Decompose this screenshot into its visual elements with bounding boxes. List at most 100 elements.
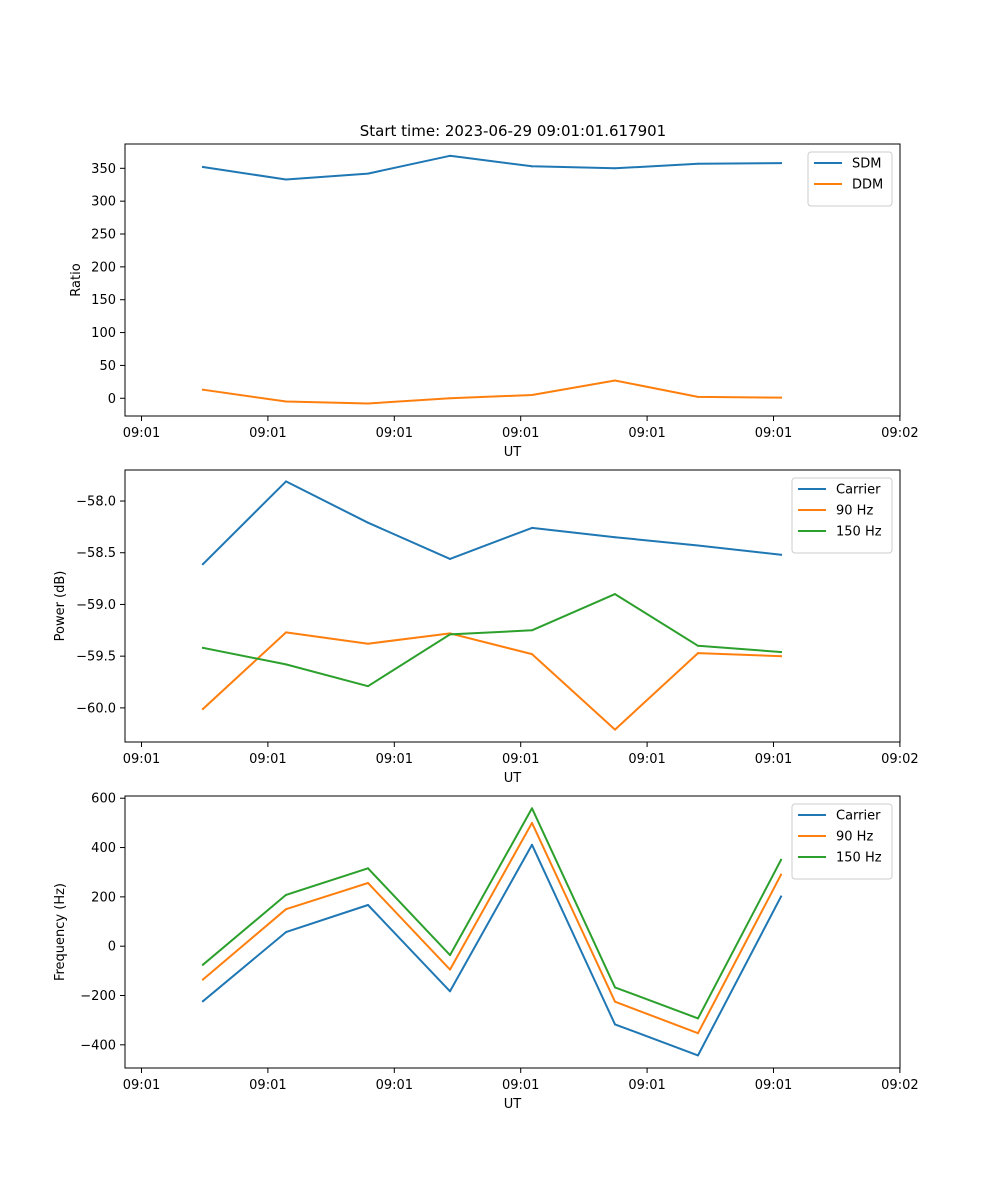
legend: Carrier 90 Hz 150 Hz xyxy=(791,477,893,554)
data-point xyxy=(285,931,287,934)
y-tick-label: −58.5 xyxy=(76,546,116,561)
data-point xyxy=(202,963,204,966)
data-point xyxy=(449,557,451,560)
data-point xyxy=(449,954,451,957)
data-point xyxy=(614,1023,616,1026)
legend-box xyxy=(807,151,893,207)
data-point xyxy=(202,646,204,649)
y-tick-label: 200 xyxy=(91,890,116,905)
data-point xyxy=(780,553,782,556)
x-tick-label: 09:02 xyxy=(881,752,918,767)
legend-box xyxy=(791,477,893,554)
data-point xyxy=(285,178,287,181)
y-tick-label: 150 xyxy=(91,293,116,308)
axes-frame xyxy=(124,143,901,417)
data-point xyxy=(531,629,533,632)
x-tick-label: 09:01 xyxy=(502,752,539,767)
legend-label: 90 Hz xyxy=(836,830,873,845)
legend-label: Carrier xyxy=(836,809,881,824)
legend: Carrier 90 Hz 150 Hz xyxy=(791,803,893,880)
x-axis-label: UT xyxy=(504,771,522,786)
data-point xyxy=(202,1000,204,1003)
y-axis-label: Ratio xyxy=(69,263,84,296)
data-point xyxy=(697,395,699,398)
x-tick-label: 09:01 xyxy=(249,1078,286,1093)
subplot-1: 09:01 09:01 09:01 09:01 09:01 09:01 09:02 UT 0 50… xyxy=(69,143,919,460)
data-point xyxy=(780,655,782,658)
data-point xyxy=(697,1032,699,1035)
y-tick-label: 300 xyxy=(91,195,116,210)
data-point xyxy=(780,162,782,165)
series-line-carrier xyxy=(201,480,783,566)
x-tick-label: 09:01 xyxy=(376,752,413,767)
y-tick-label: 250 xyxy=(91,228,116,243)
data-point xyxy=(697,652,699,655)
data-point xyxy=(614,379,616,382)
y-tick-label: 0 xyxy=(108,392,116,407)
data-point xyxy=(202,707,204,710)
data-point xyxy=(780,651,782,654)
data-point xyxy=(202,388,204,391)
x-tick-label: 09:01 xyxy=(123,1078,160,1093)
data-point xyxy=(614,536,616,539)
x-tick-label: 09:01 xyxy=(502,1078,539,1093)
data-point xyxy=(614,728,616,731)
data-point xyxy=(449,154,451,157)
x-tick-label: 09:01 xyxy=(755,1078,792,1093)
data-point xyxy=(449,968,451,971)
x-tick-label: 09:01 xyxy=(249,752,286,767)
x-tick-label: 09:01 xyxy=(628,426,665,441)
data-point xyxy=(697,644,699,647)
y-tick-label: −59.5 xyxy=(76,650,116,665)
data-point xyxy=(202,978,204,981)
y-axis-label: Power (dB) xyxy=(53,571,68,642)
x-tick-label: 09:02 xyxy=(881,1078,918,1093)
subplot-3: 09:01 09:01 09:01 09:01 09:01 09:01 09:02 UT −40… xyxy=(53,792,919,1112)
series-line-150-hz xyxy=(201,807,783,1020)
y-tick-label: 0 xyxy=(108,940,116,955)
data-point xyxy=(285,908,287,911)
data-point xyxy=(531,165,533,168)
legend-label: 150 Hz xyxy=(836,525,882,540)
data-point xyxy=(285,663,287,666)
x-axis-label: UT xyxy=(504,445,522,460)
data-point xyxy=(531,843,533,846)
x-tick-label: 09:01 xyxy=(376,1078,413,1093)
x-tick-label: 09:01 xyxy=(502,426,539,441)
data-point xyxy=(285,631,287,634)
series-line-carrier xyxy=(201,843,783,1057)
axes-frame xyxy=(124,795,901,1069)
data-point xyxy=(780,873,782,876)
x-tick-label: 09:01 xyxy=(249,426,286,441)
y-tick-label: 50 xyxy=(99,359,116,374)
legend-label: DDM xyxy=(852,178,883,193)
plots: 09:01 09:01 09:01 09:01 09:01 09:01 09:02 UT 0 50… xyxy=(53,143,919,1112)
y-tick-label: −200 xyxy=(80,989,116,1004)
data-point xyxy=(531,653,533,656)
data-point xyxy=(697,1054,699,1057)
data-point xyxy=(367,642,369,645)
series-line-90-hz xyxy=(201,821,783,1035)
data-point xyxy=(449,397,451,400)
data-point xyxy=(367,685,369,688)
data-point xyxy=(614,167,616,170)
data-point xyxy=(697,162,699,165)
figure-title: Start time: 2023-06-29 09:01:01.617901 xyxy=(360,122,666,140)
y-tick-label: 600 xyxy=(91,792,116,807)
data-point xyxy=(614,593,616,596)
data-point xyxy=(202,165,204,168)
data-point xyxy=(531,807,533,810)
data-point xyxy=(614,1000,616,1003)
data-point xyxy=(367,172,369,175)
data-point xyxy=(285,893,287,896)
data-point xyxy=(531,821,533,824)
y-tick-label: −400 xyxy=(80,1038,116,1053)
y-tick-label: −59.0 xyxy=(76,598,116,613)
data-point xyxy=(780,396,782,399)
legend-label: 90 Hz xyxy=(836,504,873,519)
data-point xyxy=(449,990,451,993)
x-tick-label: 09:01 xyxy=(123,426,160,441)
data-point xyxy=(367,402,369,405)
data-point xyxy=(367,521,369,524)
